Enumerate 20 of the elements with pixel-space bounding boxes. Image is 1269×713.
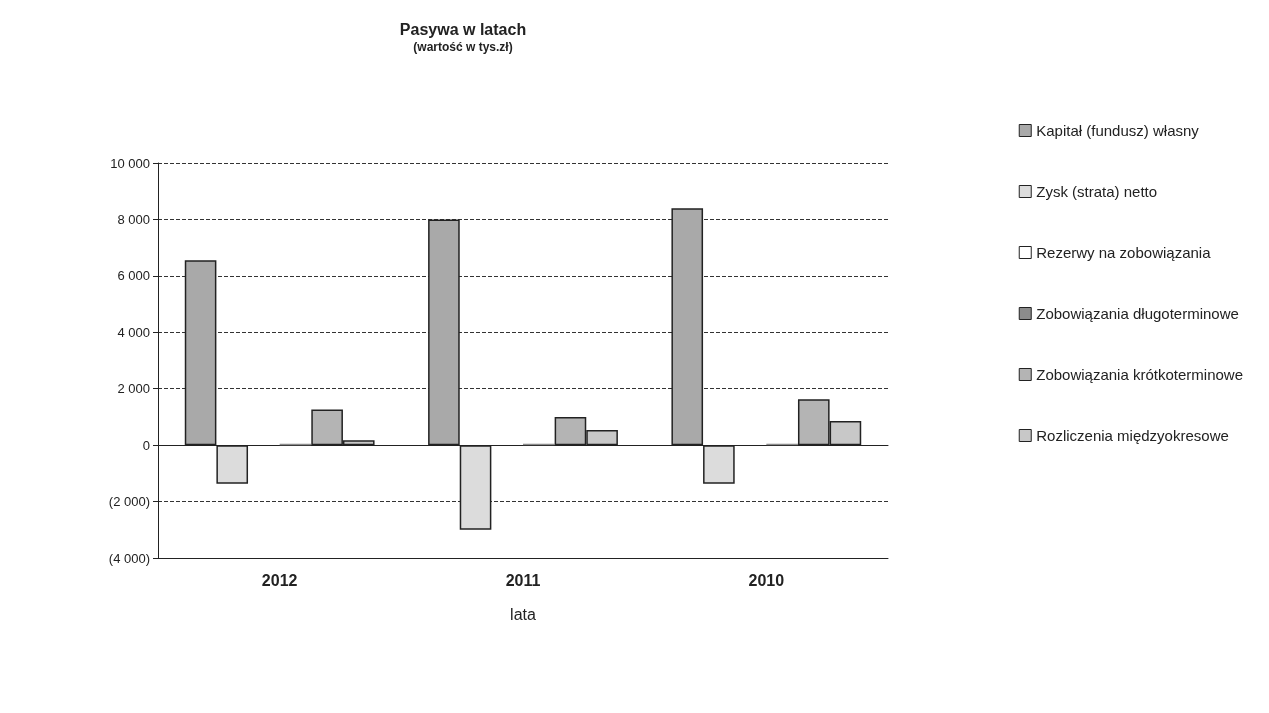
y-tick-label: 6 000 <box>117 268 150 284</box>
legend-label: Zobowiązania krótkoterminowe <box>1036 366 1243 383</box>
chart-title: Pasywa w latach <box>399 20 527 38</box>
legend-label: Kapitał (fundusz) własny <box>1036 122 1200 139</box>
chart-subtitle: (wartość w tys.zł) <box>413 40 513 54</box>
legend-label: Zysk (strata) netto <box>1036 183 1158 200</box>
y-tick-label: (4 000) <box>108 550 150 566</box>
legend-label: Rozliczenia międzyokresowe <box>1036 427 1229 444</box>
legend-label: Rezerwy na zobowiązania <box>1036 244 1212 261</box>
x-axis-title: lata <box>510 605 536 623</box>
y-tick-label: 4 000 <box>117 324 150 340</box>
y-tick-label: (2 000) <box>108 494 150 510</box>
y-tick-label: 10 000 <box>110 155 150 171</box>
legend-label: Zobowiązania długoterminowe <box>1036 305 1239 322</box>
y-tick-label: 2 000 <box>117 381 150 397</box>
y-tick-label: 8 000 <box>117 211 150 227</box>
y-tick-label: 0 <box>142 437 150 453</box>
x-tick-label: 2011 <box>505 571 541 589</box>
x-tick-label: 2012 <box>261 571 298 589</box>
x-tick-label: 2010 <box>748 571 785 589</box>
